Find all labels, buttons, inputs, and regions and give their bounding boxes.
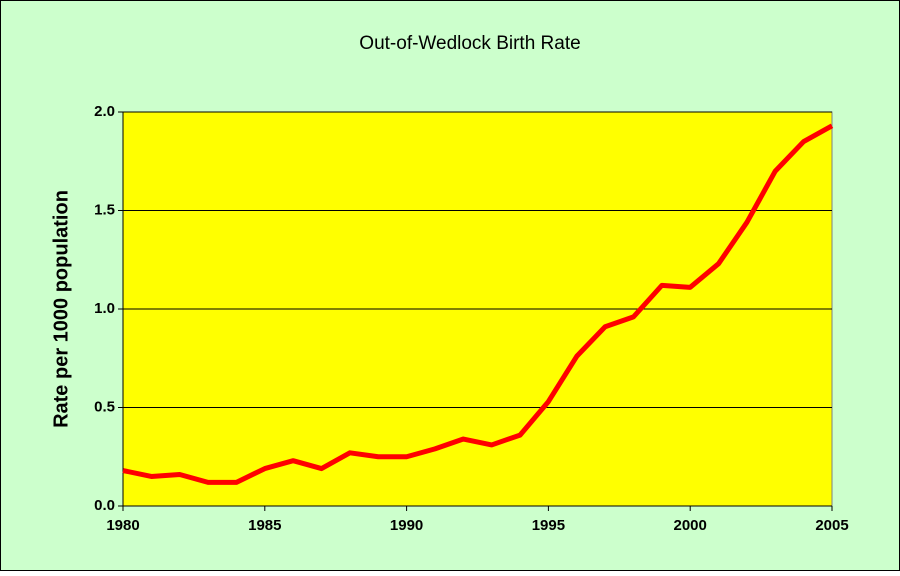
x-tick-label: 2000 [674,517,707,534]
x-tick-label: 1995 [532,517,565,534]
x-tick-label: 1990 [390,517,423,534]
y-tick-label: 0.0 [94,497,115,514]
x-tick-label: 1980 [106,517,139,534]
x-tick-label: 2005 [815,517,848,534]
y-tick-label: 1.0 [94,300,115,317]
y-axis-label: Rate per 1000 population [50,190,72,428]
y-tick-label: 0.5 [94,398,115,415]
y-tick-label: 1.5 [94,201,115,218]
x-tick-label: 1985 [248,517,281,534]
data-line [122,123,834,485]
chart-title: Out-of-Wedlock Birth Rate [359,33,580,54]
y-tick-label: 2.0 [94,103,115,120]
